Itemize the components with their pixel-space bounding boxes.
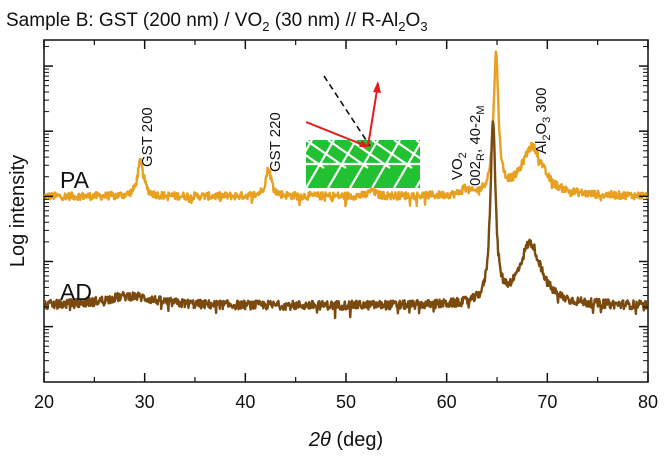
series-label-pa: PA — [60, 167, 90, 193]
annotation-vo2: VO2 — [449, 152, 469, 180]
normal-dashed-line — [323, 75, 371, 147]
x-tick-label-20: 20 — [34, 392, 54, 412]
x-tick-label-70: 70 — [537, 392, 557, 412]
lattice-line-a — [306, 140, 313, 153]
tick-layer: 20 30 40 50 60 70 80 — [34, 40, 658, 412]
lattice-line-a — [415, 178, 420, 188]
lattice-line-b — [218, 140, 258, 168]
y-axis-label: Log intensity — [7, 155, 29, 267]
series-line-ad — [43, 120, 649, 320]
x-axis-label: 2θ (deg) — [308, 429, 383, 451]
crystal-lattice — [218, 140, 420, 188]
incident-beam-arrowhead — [359, 140, 369, 147]
x-tick-label-30: 30 — [135, 392, 155, 412]
diffraction-geometry-icon — [218, 75, 420, 188]
chart-title: Sample B: GST (200 nm) / VO2 (30 nm) // … — [6, 10, 428, 34]
series-label-ad: AD — [60, 279, 92, 305]
annotation-al2o3-300: Al2O3 300 — [533, 88, 553, 154]
plot-frame — [43, 39, 649, 383]
lattice-line-a — [240, 140, 268, 188]
diffracted-beam-arrowhead — [373, 81, 381, 93]
x-tick-label-60: 60 — [437, 392, 457, 412]
series-layer — [43, 50, 649, 320]
lattice-line-b — [393, 140, 420, 160]
annotation-002r-40-2m: 002R, 40-2M — [467, 105, 487, 186]
annotation-gst220: GST 220 — [267, 112, 284, 172]
x-tick-label-40: 40 — [235, 392, 255, 412]
x-tick-label-50: 50 — [336, 392, 356, 412]
lattice-line-a — [218, 140, 246, 188]
incident-beam — [305, 121, 367, 147]
diffracted-beam — [367, 89, 378, 147]
x-tick-label-80: 80 — [638, 392, 658, 412]
series-line-pa — [43, 50, 649, 208]
annotation-gst200: GST 200 — [139, 107, 156, 167]
